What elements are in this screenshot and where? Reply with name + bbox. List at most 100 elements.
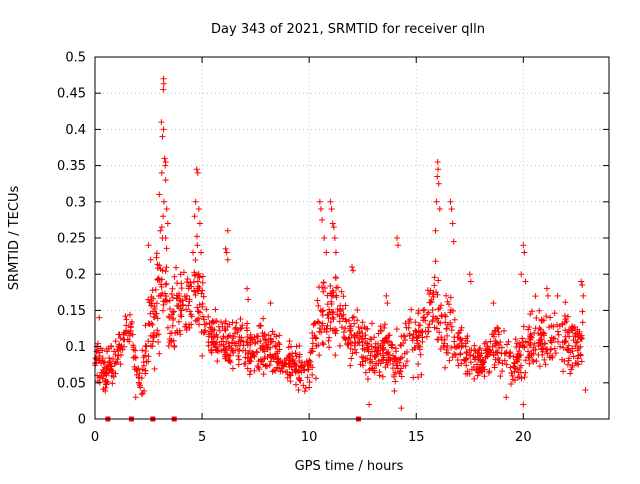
- data-point: [158, 119, 165, 126]
- data-point: [412, 327, 419, 334]
- data-point: [163, 280, 170, 287]
- data-point: [158, 169, 165, 176]
- data-point: [190, 249, 197, 256]
- data-point: [275, 355, 282, 362]
- data-point: [208, 334, 215, 341]
- data-point: [434, 315, 441, 322]
- data-point: [327, 325, 334, 332]
- data-point: [444, 298, 451, 305]
- data-point: [233, 340, 240, 347]
- data-point: [551, 310, 558, 317]
- data-point: [468, 347, 475, 354]
- data-point: [174, 327, 181, 334]
- data-point: [305, 366, 312, 373]
- data-point: [509, 372, 516, 379]
- data-point: [393, 348, 400, 355]
- data-point: [569, 327, 576, 334]
- data-point: [327, 318, 334, 325]
- data-point: [326, 306, 333, 313]
- data-point: [555, 338, 562, 345]
- data-point: [231, 330, 238, 337]
- data-point: [359, 338, 366, 345]
- data-point: [336, 306, 343, 313]
- data-point: [262, 363, 269, 370]
- data-point: [361, 346, 368, 353]
- y-tick-label: 0.5: [65, 51, 86, 66]
- data-point: [354, 339, 361, 346]
- data-point: [526, 360, 533, 367]
- data-point: [170, 309, 177, 316]
- data-point: [538, 317, 545, 324]
- data-point: [216, 327, 223, 334]
- data-point: [535, 330, 542, 337]
- data-point: [196, 321, 203, 328]
- data-point: [468, 366, 475, 373]
- data-point: [309, 345, 316, 352]
- data-point: [399, 354, 406, 361]
- data-point: [528, 333, 535, 340]
- data-point: [340, 334, 347, 341]
- data-point: [418, 371, 425, 378]
- data-point: [381, 324, 388, 331]
- y-tick-label: 0.45: [57, 87, 86, 102]
- data-point: [438, 302, 445, 309]
- data-point: [410, 374, 417, 381]
- data-point: [447, 319, 454, 326]
- data-point: [169, 285, 176, 292]
- data-point: [163, 206, 170, 213]
- data-point: [264, 344, 271, 351]
- x-tick-label: 0: [91, 430, 99, 445]
- data-point: [138, 391, 145, 398]
- data-point: [435, 277, 442, 284]
- data-point: [160, 126, 167, 133]
- data-point: [331, 235, 338, 241]
- data-point: [570, 337, 577, 344]
- data-points: [92, 75, 589, 412]
- x-axis-label: GPS time / hours: [295, 459, 404, 474]
- data-point: [272, 343, 279, 350]
- data-point: [444, 342, 451, 349]
- data-point: [99, 358, 106, 365]
- data-point: [466, 271, 473, 278]
- data-point: [344, 341, 351, 348]
- data-point: [426, 290, 433, 297]
- data-point: [274, 364, 281, 371]
- data-point: [205, 339, 212, 346]
- data-point: [463, 350, 470, 357]
- data-point: [167, 330, 174, 337]
- data-point: [420, 314, 427, 321]
- data-point: [297, 377, 304, 384]
- data-point: [195, 206, 202, 213]
- data-point: [429, 307, 436, 314]
- data-point: [142, 322, 149, 329]
- data-point: [209, 318, 216, 325]
- data-point: [142, 342, 149, 349]
- data-point: [109, 380, 116, 387]
- data-point: [247, 339, 254, 346]
- data-point: [451, 316, 458, 323]
- data-point: [215, 348, 222, 355]
- data-point: [171, 273, 178, 280]
- data-point: [319, 320, 326, 327]
- data-point: [551, 345, 558, 352]
- data-point: [292, 349, 299, 356]
- data-point: [187, 279, 194, 286]
- data-point: [194, 316, 201, 323]
- data-point: [448, 344, 455, 351]
- data-point: [492, 340, 499, 347]
- data-point: [284, 369, 291, 376]
- data-point: [239, 322, 246, 329]
- data-point: [298, 364, 305, 371]
- data-point: [158, 283, 165, 290]
- grid-lines: [95, 57, 609, 419]
- data-point: [170, 315, 177, 322]
- data-point: [163, 245, 170, 252]
- data-point: [198, 249, 205, 256]
- data-point: [395, 242, 402, 249]
- data-point: [538, 346, 545, 353]
- data-point: [293, 353, 300, 360]
- data-point: [254, 349, 261, 356]
- data-point: [530, 358, 537, 365]
- data-point: [522, 278, 529, 285]
